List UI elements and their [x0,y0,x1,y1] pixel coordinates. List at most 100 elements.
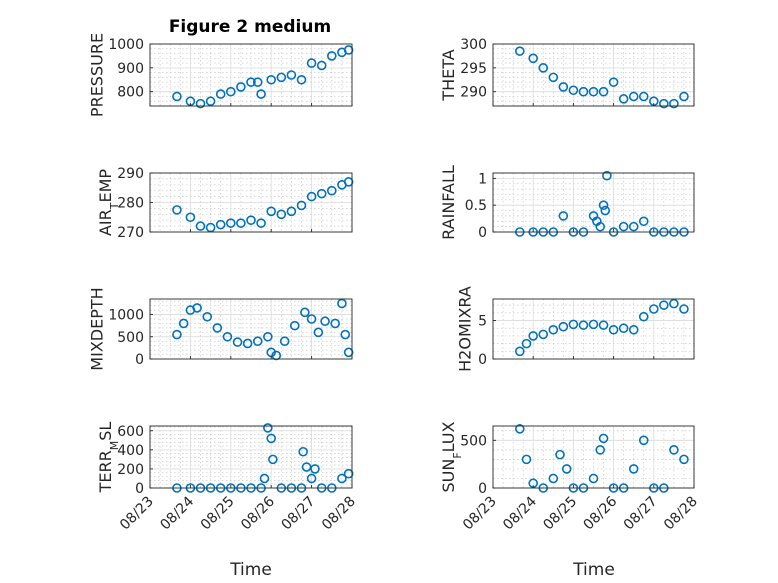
y-axis-label: MIXDEPTH [87,287,106,370]
data-point [608,324,619,335]
x-tick-label: 08/26 [581,493,621,533]
data-point [178,318,189,329]
data-point [602,170,612,181]
data-point [215,89,226,99]
x-tick-label: 08/23 [460,494,500,534]
data-point [316,60,327,71]
data-point [296,74,307,85]
data-point [595,445,606,455]
y-tick-label: 0 [135,352,144,368]
data-point [598,320,609,330]
subplot-sun-flux: 0 500 08/23 08/24 08/25 08/26 08/27 08/28 SUNFLU… [439,421,701,533]
data-point [172,91,182,102]
data-point [521,454,532,465]
data-point [514,346,525,357]
data-point [246,215,256,225]
axes-box [492,298,695,360]
data-point [659,300,669,310]
data-point [618,323,629,334]
y-tick-label: 0 [135,481,144,497]
data-point [558,321,569,332]
y-tick-label: 0 [478,481,487,497]
data-point [263,331,273,342]
data-point [548,324,559,335]
data-point [343,45,354,55]
x-tick-label: 08/23 [117,494,157,534]
data-point [628,221,639,232]
axes-box [149,425,353,489]
axes-box [492,425,695,489]
axes-box [492,172,695,233]
x-tick-label: 08/27 [621,494,661,534]
data-point [276,72,287,83]
data-point [588,319,599,330]
data-point [268,454,278,465]
y-tick-label: 800 [117,85,144,101]
data-point [555,449,565,460]
y-tick-label: 295 [460,61,487,77]
data-point [343,468,354,479]
data-point [306,314,317,324]
data-point [236,218,246,228]
data-point [205,96,216,107]
data-point [514,46,525,56]
axes-box [149,43,353,107]
data-point [568,319,579,330]
data-point [595,221,606,232]
data-point [326,51,337,61]
data-point [232,337,243,347]
axes-box [492,43,695,107]
y-tick-label: 1000 [108,308,144,324]
data-point [578,86,589,97]
data-point [246,77,256,87]
data-point [326,185,337,196]
data-point [252,77,263,87]
data-point [679,454,689,465]
y-axis-label: RAINFALL [439,165,458,240]
data-point [669,298,679,309]
data-point [195,98,206,109]
data-point [588,86,599,97]
data-point [242,338,253,349]
data-point [638,91,649,102]
y-tick-label: 280 [117,196,144,212]
data-point [226,86,236,97]
data-point [192,303,202,313]
data-point [316,188,327,199]
subplot-rainfall: 0 0.5 1 RAINFALL [439,165,695,241]
x-tick-label: 08/24 [157,493,197,533]
data-point [172,329,182,340]
x-tick-label: 08/28 [661,494,701,534]
data-point [528,331,539,341]
data-point [266,74,277,85]
data-point [618,94,629,104]
x-tick-label: 08/24 [500,493,540,533]
data-point [320,316,330,327]
data-point [289,320,300,331]
data-point [638,311,649,322]
x-axis-label-left: Time [229,560,272,580]
y-tick-label: 1000 [108,37,144,53]
data-point [679,304,689,314]
data-point [558,211,569,221]
data-point [598,433,609,444]
y-tick-label: 200 [117,462,144,478]
data-point [212,323,223,333]
data-point [266,206,277,217]
data-point [172,205,182,215]
x-tick-label: 08/25 [198,494,238,534]
data-point [548,72,559,83]
data-point [340,329,351,340]
axes-box [149,298,353,360]
data-point [600,205,611,216]
data-point [638,435,649,446]
data-point [538,63,549,73]
data-point [598,200,609,210]
data-point [598,86,609,97]
data-point [202,311,213,322]
